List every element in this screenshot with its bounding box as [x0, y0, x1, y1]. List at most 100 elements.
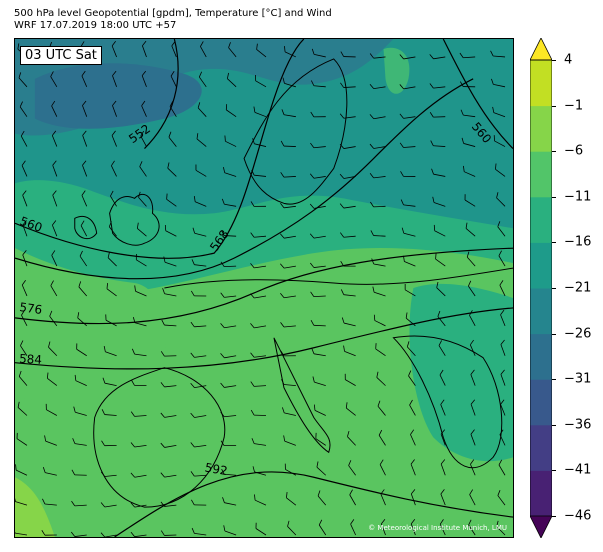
wind-barb — [459, 81, 476, 88]
wind-barb — [190, 471, 207, 477]
wind-barb — [256, 43, 267, 58]
wind-barb — [107, 251, 117, 267]
contour-568 — [15, 78, 474, 280]
wind-barb — [282, 77, 296, 88]
map-panel: 552 560 560 568 576 584 592 03 UTC Sat ©… — [14, 38, 514, 538]
wind-barb — [344, 373, 356, 386]
wind-barb — [370, 201, 386, 208]
wind-barb — [130, 531, 147, 537]
wind-barb — [130, 411, 147, 417]
wind-barb — [190, 412, 207, 418]
wind-barb — [78, 281, 88, 297]
wind-barb — [190, 442, 207, 448]
wind-barb — [310, 80, 326, 88]
wind-barb — [72, 438, 87, 446]
wind-barb — [399, 142, 416, 148]
wind-barb — [80, 220, 88, 237]
wind-barb — [380, 519, 386, 536]
wind-barb — [20, 130, 28, 147]
wind-barb — [498, 250, 506, 267]
wind-barb — [495, 163, 506, 177]
wind-barb — [111, 40, 117, 58]
wind-barb — [499, 429, 506, 446]
wind-barb — [222, 497, 237, 506]
colorbar-band — [530, 470, 552, 517]
wind-barb — [250, 293, 267, 299]
wind-barb — [220, 261, 237, 268]
wind-barb — [431, 168, 446, 177]
colorbar-tick — [552, 424, 556, 426]
wind-barb — [341, 317, 356, 327]
wind-barb — [313, 404, 326, 416]
wind-barb — [42, 467, 57, 476]
wind-barb — [195, 164, 207, 177]
wind-barb — [280, 293, 296, 299]
colorbar-band — [530, 196, 552, 243]
wind-barb — [459, 52, 476, 59]
wind-barb — [369, 173, 386, 179]
wind-barb — [339, 203, 356, 209]
wind-barb — [439, 519, 446, 536]
wind-barb — [160, 501, 177, 507]
wind-barb — [409, 399, 416, 416]
colorbar-tick-label: −1 — [564, 98, 584, 114]
wind-barb — [82, 160, 88, 177]
wind-barb — [52, 160, 58, 177]
wind-barb — [160, 351, 177, 357]
wind-barb — [350, 519, 356, 536]
wind-barb — [281, 379, 296, 387]
wind-barb — [469, 339, 476, 356]
wind-barb — [101, 409, 117, 416]
temperature-colorbar — [530, 38, 552, 538]
wind-barb — [408, 370, 416, 386]
wind-barb — [190, 382, 207, 389]
wind-barb — [19, 101, 28, 117]
wind-barb — [130, 502, 147, 508]
wind-barb — [228, 42, 237, 58]
wind-barb — [250, 201, 266, 207]
colorbar-tick — [552, 242, 556, 244]
wind-barb — [46, 372, 58, 386]
wind-barb — [376, 371, 386, 386]
wind-barb — [279, 263, 296, 269]
wind-barb — [45, 403, 58, 416]
wind-barb — [345, 402, 356, 416]
wind-barb — [470, 399, 476, 416]
wind-barb — [461, 137, 476, 147]
colorbar-band — [530, 60, 552, 107]
ireland-outline — [74, 215, 98, 240]
wind-barb — [105, 314, 117, 327]
wind-barb — [50, 280, 58, 297]
wind-barb — [465, 222, 476, 237]
colorbar-tick — [552, 105, 556, 107]
wind-barb — [309, 203, 326, 209]
wind-barb — [44, 435, 57, 446]
wind-barb — [460, 109, 476, 118]
wind-barb — [81, 70, 88, 87]
wind-barb — [101, 440, 117, 447]
wind-barb — [74, 374, 87, 386]
wind-barb — [497, 221, 506, 237]
wind-barb — [16, 432, 28, 446]
wind-barb — [140, 130, 147, 147]
wind-barb — [220, 440, 237, 447]
colorbar-extend-min — [530, 515, 552, 538]
wind-barb — [82, 130, 88, 147]
wind-barb — [251, 438, 267, 446]
wind-barb — [112, 100, 117, 117]
colorbar-extend-max — [530, 38, 552, 61]
wind-barb — [135, 253, 147, 267]
wind-barb — [160, 530, 177, 536]
wind-barb — [369, 83, 386, 90]
colorbar-band — [530, 379, 552, 426]
wind-barb — [102, 377, 117, 386]
wind-barb — [71, 469, 87, 476]
wind-barb — [401, 227, 416, 237]
wind-barb — [103, 345, 117, 357]
contour-label: 584 — [19, 352, 42, 367]
wind-barb — [160, 382, 177, 388]
wind-barb — [171, 40, 177, 58]
wind-barb — [340, 51, 356, 58]
wind-barb — [196, 133, 207, 147]
wind-barb — [310, 291, 326, 298]
